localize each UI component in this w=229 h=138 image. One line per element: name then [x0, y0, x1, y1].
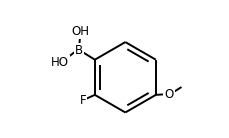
Text: F: F: [79, 94, 86, 107]
Text: HO: HO: [50, 56, 68, 69]
Text: B: B: [75, 43, 83, 57]
Text: OH: OH: [71, 25, 89, 38]
Text: O: O: [164, 88, 173, 101]
